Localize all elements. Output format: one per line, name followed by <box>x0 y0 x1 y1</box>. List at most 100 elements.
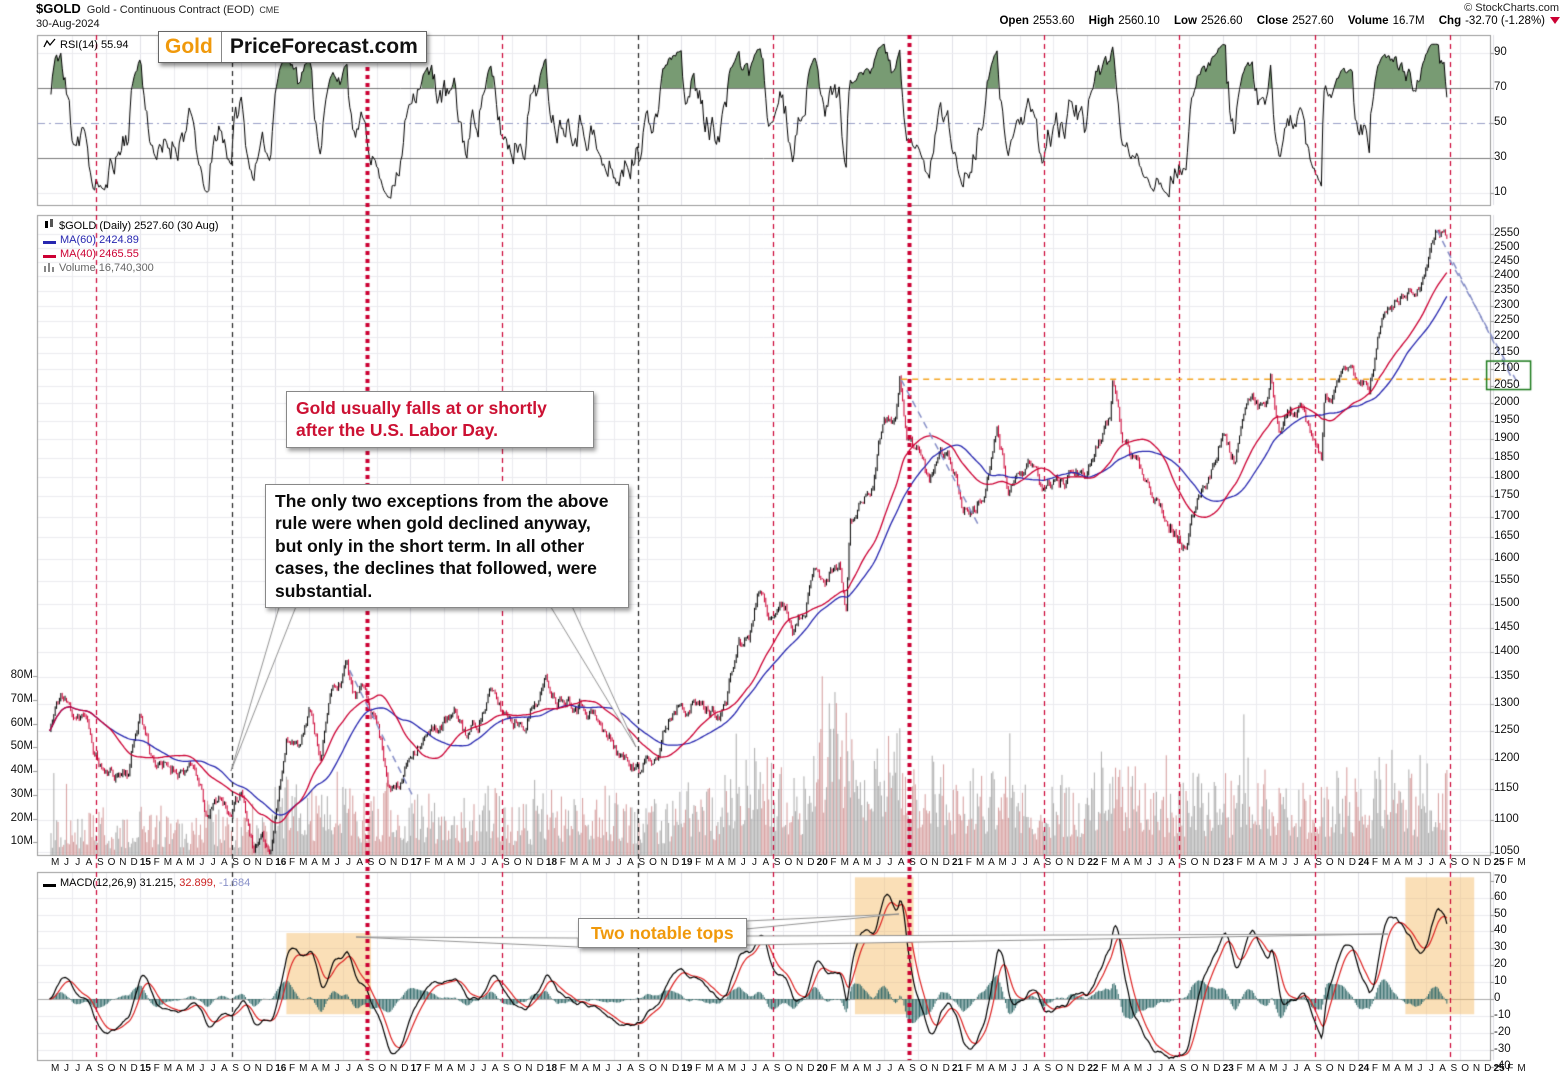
month-label: D <box>130 1063 138 1074</box>
month-label: N <box>525 857 533 868</box>
price-legend-title: $GOLD (Daily) 2527.60 (30 Aug) <box>59 220 219 232</box>
month-label: A <box>988 857 995 868</box>
month-label: S <box>503 1063 510 1074</box>
month-label: O <box>1461 857 1470 868</box>
month-label: J <box>605 857 611 868</box>
month-label: A <box>627 1063 634 1074</box>
month-label: A <box>175 1063 183 1074</box>
month-label: M <box>1404 1063 1413 1074</box>
month-label: S <box>232 1063 239 1074</box>
month-label: A <box>717 1063 725 1074</box>
chg-dropdown-arrow[interactable] <box>1550 17 1560 24</box>
volume-value: 16.7M <box>1392 15 1425 27</box>
month-label: A <box>1168 1063 1176 1074</box>
month-label: J <box>1146 857 1152 868</box>
month-label: S <box>367 857 375 868</box>
exceptions-note: The only two exceptions from the above r… <box>265 484 629 608</box>
month-label: A <box>356 857 364 868</box>
month-label: O <box>919 1063 928 1074</box>
month-label: A <box>852 1063 860 1074</box>
month-label: D <box>1348 1063 1356 1074</box>
month-label: A <box>446 857 454 868</box>
month-label: M <box>1404 857 1413 868</box>
macd-legend-signal: 32.899, <box>179 877 216 889</box>
month-label: A <box>717 857 725 868</box>
month-label: D <box>671 1063 680 1074</box>
month-label: O <box>784 857 793 868</box>
month-label: A <box>356 1063 364 1074</box>
month-label: F <box>965 1063 972 1074</box>
axis-tick: 60 <box>1494 890 1507 903</box>
low-value: 2526.60 <box>1200 15 1243 27</box>
month-label: M <box>1382 1063 1391 1074</box>
month-label: M <box>863 857 872 868</box>
month-label: S <box>232 857 239 868</box>
month-label: M <box>299 857 308 868</box>
month-label: S <box>1044 1063 1052 1074</box>
month-label: J <box>334 857 340 868</box>
axis-tick: 2200 <box>1494 329 1520 342</box>
month-label: M <box>457 857 466 868</box>
logo-gold: Gold <box>165 35 213 58</box>
copyright: © StockCharts.com <box>1464 2 1559 14</box>
month-label: J <box>740 857 746 868</box>
month-label: S <box>1179 1063 1187 1074</box>
month-label: J <box>75 857 81 868</box>
month-label: M <box>1382 857 1391 868</box>
month-label: N <box>1472 1063 1481 1074</box>
month-label: M <box>434 1063 443 1074</box>
axis-tick: 30 <box>1494 151 1507 163</box>
axis-tick: 1450 <box>1494 620 1520 633</box>
month-label: N <box>1202 1063 1210 1074</box>
rsi-legend-text: RSI(14) 55.94 <box>60 39 129 51</box>
month-label: F <box>153 1063 160 1074</box>
month-label: D <box>265 1063 274 1074</box>
month-label: 24 <box>1358 1063 1370 1074</box>
axis-tick: 1600 <box>1494 551 1520 564</box>
month-label: D <box>1484 857 1492 868</box>
month-label: J <box>1022 1063 1028 1074</box>
month-label: N <box>660 857 668 868</box>
month-label: A <box>581 857 589 868</box>
month-label: D <box>1213 1063 1221 1074</box>
month-label: F <box>288 1063 296 1074</box>
macd-axis: 70 60 50 40 30 20 10 0 -10 -20 -30 -40 <box>1494 0 1562 1089</box>
month-label: 17 <box>410 1063 422 1074</box>
month-label: N <box>389 857 398 868</box>
month-label: J <box>334 1063 340 1074</box>
axis-tick: 10 <box>1494 186 1507 198</box>
month-label: J <box>481 857 487 868</box>
axis-tick: 2050 <box>1494 379 1520 392</box>
month-label: 19 <box>681 1063 693 1074</box>
month-label: D <box>671 857 680 868</box>
axis-tick: 50M <box>10 740 33 753</box>
month-label: J <box>605 1063 611 1074</box>
month-label: M <box>299 1063 308 1074</box>
month-label: M <box>321 1063 331 1074</box>
month-label: J <box>1282 1063 1288 1074</box>
month-label: A <box>491 857 499 868</box>
month-label: M <box>1111 857 1120 868</box>
month-label: O <box>243 1063 251 1074</box>
month-label: A <box>175 857 183 868</box>
macd-legend-main: MACD(12,26,9) 31.215, <box>60 877 177 889</box>
month-label: J <box>199 1063 205 1074</box>
axis-tick: 90 <box>1494 46 1507 58</box>
x-axis-months-bottom: M J J A S O N D 15 F M A M J J A S O N D 16 F M A M J J A S O N D 17 F M A M… <box>0 1063 1565 1077</box>
month-label: F <box>424 857 431 868</box>
axis-tick: 20 <box>1494 958 1507 971</box>
month-label: A <box>852 857 860 868</box>
month-label: D <box>536 1063 544 1074</box>
month-label: F <box>830 1063 837 1074</box>
month-label: J <box>345 1063 351 1074</box>
month-label: O <box>1190 857 1199 868</box>
axis-tick: 70M <box>10 693 33 706</box>
month-label: S <box>638 1063 646 1074</box>
month-label: J <box>752 1063 758 1074</box>
month-label: D <box>942 1063 950 1074</box>
month-label: D <box>942 857 950 868</box>
month-label: 24 <box>1358 857 1370 868</box>
axis-tick: -10 <box>1494 1008 1511 1021</box>
month-label: A <box>1303 857 1311 868</box>
